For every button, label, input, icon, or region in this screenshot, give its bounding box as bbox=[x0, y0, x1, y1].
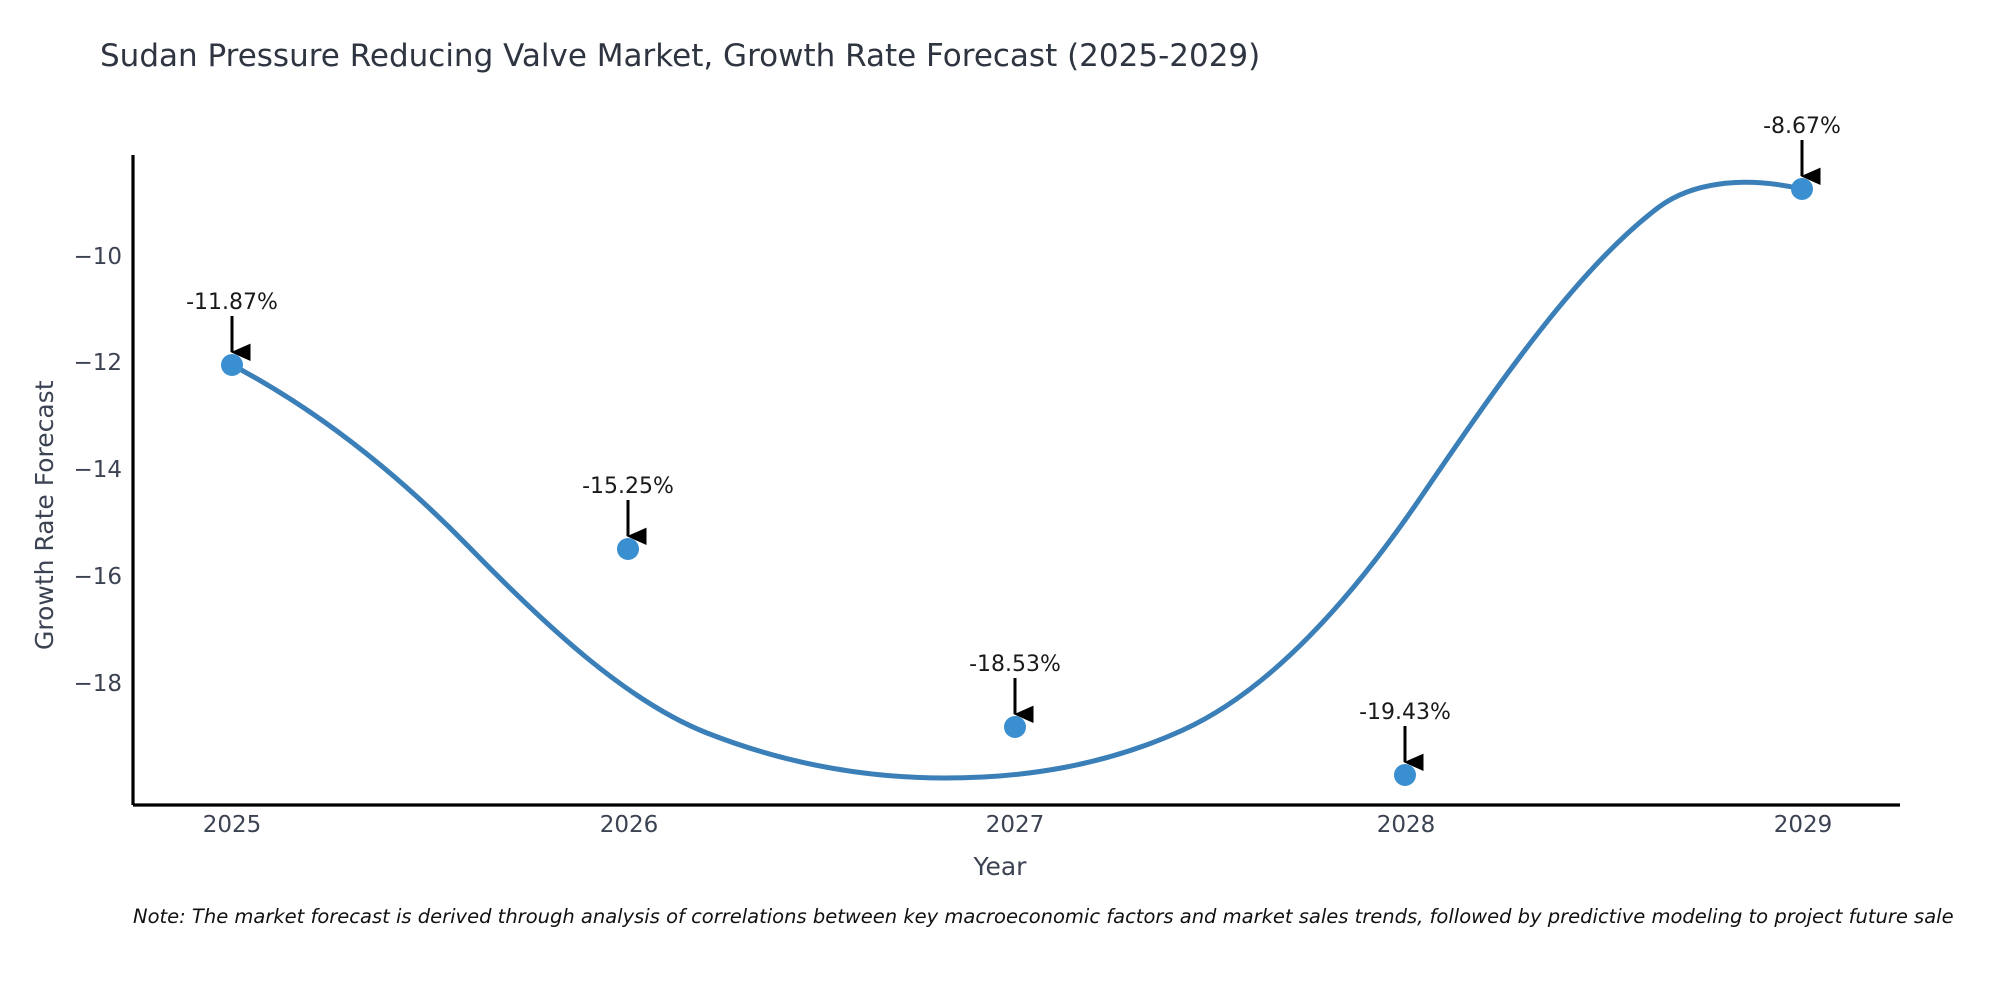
x-tick-label: 2029 bbox=[1773, 812, 1833, 838]
data-line-series bbox=[229, 179, 1805, 781]
y-tick-label: −14 bbox=[73, 457, 122, 483]
data-label-2028: -19.43% bbox=[1359, 700, 1451, 725]
data-point-marker[interactable] bbox=[1004, 716, 1026, 738]
page-title: Sudan Pressure Reducing Valve Market, Gr… bbox=[100, 38, 1261, 74]
y-tick-label: −10 bbox=[73, 244, 122, 270]
y-tick-label: −12 bbox=[73, 350, 122, 376]
y-tick-label: −16 bbox=[73, 564, 122, 590]
x-tick-label: 2025 bbox=[202, 812, 262, 838]
data-point-marker[interactable] bbox=[1394, 764, 1416, 786]
data-label-2026: -15.25% bbox=[582, 474, 674, 499]
y-tick-label: −18 bbox=[73, 671, 122, 697]
data-label-2027: -18.53% bbox=[969, 652, 1061, 677]
x-axis-label: Year bbox=[973, 852, 1027, 881]
footnote-text: Note: The market forecast is derived thr… bbox=[133, 905, 1954, 928]
data-label-2029: -8.67% bbox=[1763, 114, 1841, 139]
data-point-marker[interactable] bbox=[617, 538, 639, 560]
x-tick-label: 2026 bbox=[599, 812, 659, 838]
data-label-2025: -11.87% bbox=[186, 290, 278, 315]
x-tick-label: 2028 bbox=[1376, 812, 1436, 838]
x-tick-label: 2027 bbox=[985, 812, 1045, 838]
data-point-marker[interactable] bbox=[1791, 178, 1813, 200]
data-point-marker[interactable] bbox=[221, 354, 243, 376]
